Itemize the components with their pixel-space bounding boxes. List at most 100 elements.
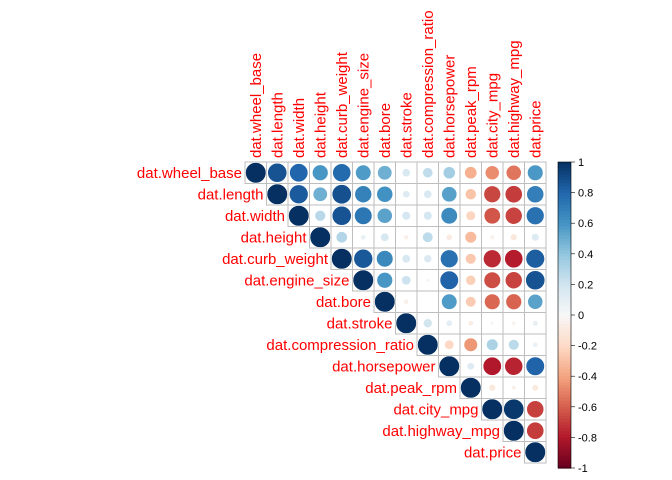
row-label: dat.bore: [316, 294, 371, 311]
colorbar-tick-label: -1: [578, 463, 588, 475]
column-label: dat.horsepower: [441, 55, 458, 158]
colorbar-segment: [558, 394, 571, 399]
circle-layer: [245, 162, 546, 463]
colorbar-segment: [558, 446, 571, 451]
correlation-circle: [374, 291, 396, 313]
colorbar-tick-label: -0.6: [578, 402, 597, 414]
colorbar-segment: [558, 412, 571, 417]
colorbar-segment: [558, 428, 571, 432]
colorbar-segment: [558, 373, 571, 377]
colorbar-segment: [558, 275, 571, 279]
colorbar-segment: [558, 229, 571, 233]
colorbar-segment: [558, 357, 571, 362]
correlation-circle: [377, 165, 393, 181]
correlation-circle: [483, 185, 501, 203]
colorbar-segment: [558, 223, 571, 227]
colorbar-segment: [558, 226, 571, 230]
colorbar-segment: [558, 192, 571, 197]
correlation-circle: [314, 210, 326, 222]
colorbar-segment: [558, 455, 571, 460]
colorbar-segment: [558, 440, 571, 445]
colorbar-segment: [558, 351, 571, 356]
column-label: dat.height: [312, 91, 329, 158]
correlation-circle: [489, 234, 495, 240]
correlation-circle: [531, 384, 539, 392]
colorbar-segment: [558, 302, 571, 307]
colorbar-segment: [558, 195, 571, 200]
correlation-circle: [465, 274, 477, 286]
correlation-circle: [332, 163, 352, 183]
colorbar-segment: [558, 305, 571, 310]
colorbar-segment: [558, 168, 571, 172]
colorbar-segment: [558, 311, 571, 316]
correlation-circle: [483, 249, 502, 268]
correlation-circle: [425, 278, 430, 283]
column-label: dat.bore: [377, 103, 394, 158]
colorbar-segment: [558, 183, 571, 188]
colorbar-segment: [558, 415, 571, 420]
correlation-circle: [401, 168, 411, 178]
colorbar-segment: [558, 461, 571, 466]
correlation-circle: [526, 400, 545, 419]
correlation-circle: [376, 207, 393, 224]
colorbar-segment: [558, 281, 571, 285]
column-labels: dat.wheel_base dat.length dat.width dat.hei…: [248, 10, 545, 158]
correlation-circle: [484, 165, 500, 181]
colorbar-segment: [558, 419, 571, 423]
correlation-circle: [423, 254, 433, 264]
row-label: dat.curb_weight: [222, 251, 329, 268]
colorbar-segment: [558, 189, 571, 194]
column-label: dat.wheel_base: [248, 53, 265, 158]
correlation-circle: [490, 321, 495, 326]
correlation-circle: [483, 271, 501, 289]
column-label: dat.city_mpg: [484, 73, 501, 158]
colorbar-segment: [558, 422, 571, 426]
correlation-circle: [531, 233, 540, 242]
correlation-circle: [289, 163, 309, 183]
correlation-circle: [309, 226, 331, 248]
colorbar-segment: [558, 244, 571, 249]
colorbar-segment: [558, 464, 571, 469]
correlation-circle: [312, 164, 329, 181]
colorbar-segment: [558, 201, 571, 206]
correlation-circle: [532, 341, 539, 348]
correlation-circle: [422, 167, 434, 179]
correlation-circle: [464, 231, 477, 244]
colorbar-segment: [558, 434, 571, 438]
correlation-circle: [511, 385, 517, 391]
colorbar-segment: [558, 250, 571, 255]
correlation-circle: [380, 232, 390, 242]
correlation-circle: [403, 298, 410, 305]
grid-cell: [416, 290, 439, 313]
correlation-circle: [438, 355, 460, 377]
colorbar-segment: [558, 333, 571, 338]
colorbar-tick-label: -0.8: [578, 432, 597, 444]
correlation-circle: [488, 384, 496, 392]
colorbar-segment: [558, 259, 571, 264]
colorbar-segment: [558, 348, 571, 353]
correlation-circle: [401, 275, 412, 286]
colorbar-segment: [558, 458, 571, 463]
correlation-circle: [484, 293, 501, 310]
colorbar-segment: [558, 382, 571, 386]
colorbar-segment: [558, 403, 571, 408]
colorbar-tick-label: 0.8: [578, 188, 593, 200]
colorbar-segment: [558, 210, 571, 215]
correlation-circle: [442, 166, 456, 180]
row-label: dat.highway_mpg: [382, 423, 500, 440]
colorbar-segment: [558, 330, 571, 334]
correlation-circle: [445, 319, 453, 327]
correlation-circle: [505, 164, 522, 181]
correlation-circle: [504, 249, 524, 269]
row-label: dat.horsepower: [332, 358, 435, 375]
correlation-circle: [465, 253, 477, 265]
colorbar-segment: [558, 443, 571, 448]
correlation-circle: [526, 206, 545, 225]
colorbar-segment: [558, 272, 571, 276]
colorbar-segment: [558, 177, 571, 181]
correlation-circle: [245, 162, 267, 184]
colorbar-segment: [558, 370, 571, 374]
colorbar-segment: [558, 452, 571, 457]
column-label: dat.length: [269, 92, 286, 158]
colorbar-segment: [558, 214, 571, 218]
